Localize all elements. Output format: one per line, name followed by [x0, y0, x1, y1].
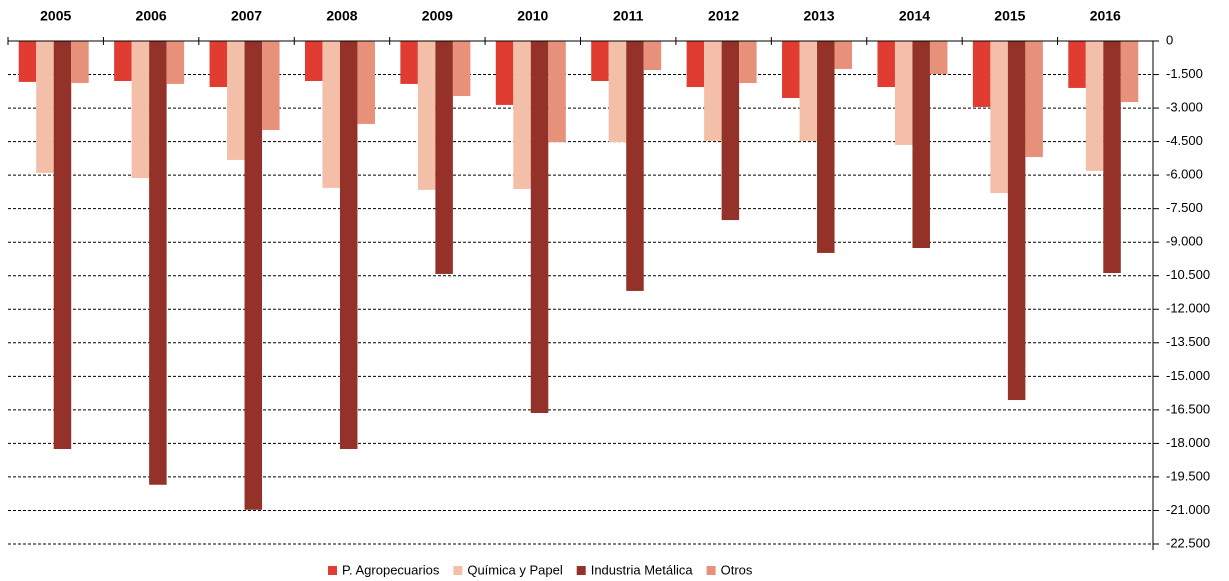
bar	[166, 41, 185, 84]
bar	[322, 41, 340, 188]
bar	[591, 41, 609, 82]
y-tick-label: -7.500	[1166, 200, 1203, 215]
legend-swatch	[706, 566, 716, 575]
bar	[227, 41, 245, 160]
bar	[495, 41, 514, 105]
bar	[149, 41, 167, 485]
bar	[244, 41, 263, 510]
legend-label: Química y Papel	[467, 562, 562, 577]
legend-swatch	[453, 566, 463, 575]
bar	[1025, 41, 1043, 158]
y-tick-label: -3.000	[1166, 100, 1203, 115]
legend-swatch	[576, 566, 586, 575]
y-tick-label: -21.000	[1166, 502, 1210, 517]
bar	[817, 41, 835, 253]
legend-swatch	[328, 566, 337, 575]
x-tick-label: 2010	[517, 8, 548, 24]
y-tick-label: -10.500	[1166, 267, 1210, 282]
bar	[417, 41, 436, 190]
x-tick-label: 2011	[613, 8, 644, 24]
bar	[53, 41, 72, 449]
x-tick-label: 2008	[326, 8, 357, 24]
bar	[114, 41, 132, 82]
bar	[626, 41, 644, 291]
bar	[608, 41, 627, 143]
x-tick-label: 2015	[994, 8, 1025, 24]
legend-label: P. Agropecuarios	[342, 562, 440, 577]
y-tick-label: 0	[1166, 32, 1173, 47]
bar	[513, 41, 531, 189]
y-tick-label: -13.500	[1166, 334, 1210, 349]
y-tick-label: -4.500	[1166, 133, 1203, 148]
x-tick-label: 2014	[899, 8, 930, 24]
bar	[782, 41, 800, 99]
bar	[530, 41, 549, 413]
y-tick-label: -6.000	[1166, 167, 1203, 182]
y-tick-label: -19.500	[1166, 468, 1210, 483]
bar	[643, 41, 662, 71]
bar	[357, 41, 375, 124]
bar	[894, 41, 913, 145]
x-tick-label: 2013	[803, 8, 834, 24]
bar	[1085, 41, 1104, 171]
bar	[877, 41, 895, 88]
bar	[36, 41, 54, 173]
bar	[739, 41, 757, 84]
y-tick-label: -18.000	[1166, 435, 1210, 450]
bar	[262, 41, 280, 130]
bar	[131, 41, 150, 179]
legend-label: Industria Metálica	[591, 562, 694, 577]
bar	[548, 41, 566, 143]
bar	[972, 41, 991, 107]
x-tick-label: 2005	[40, 8, 71, 24]
y-tick-label: -22.500	[1166, 535, 1210, 550]
y-tick-label: -15.000	[1166, 368, 1210, 383]
bar	[1007, 41, 1026, 401]
bar	[209, 41, 228, 88]
bar	[435, 41, 453, 274]
x-tick-label: 2009	[422, 8, 453, 24]
bar	[1120, 41, 1139, 103]
bar	[912, 41, 930, 249]
bar	[18, 41, 37, 82]
bar	[339, 41, 358, 449]
bar	[990, 41, 1008, 194]
bar	[1068, 41, 1086, 88]
bar	[929, 41, 948, 75]
y-tick-label: -1.500	[1166, 66, 1203, 81]
bar	[799, 41, 818, 141]
legend-label: Otros	[721, 562, 753, 577]
x-tick-label: 2016	[1090, 8, 1121, 24]
bar	[834, 41, 853, 69]
bar	[400, 41, 418, 84]
bar	[721, 41, 740, 221]
bar	[1103, 41, 1121, 274]
y-tick-label: -12.000	[1166, 301, 1210, 316]
bar	[452, 41, 471, 96]
bar	[71, 41, 89, 84]
y-tick-label: -16.500	[1166, 401, 1210, 416]
x-tick-label: 2012	[708, 8, 739, 24]
y-tick-label: -9.000	[1166, 234, 1203, 249]
bar	[304, 41, 323, 82]
bar	[686, 41, 705, 88]
bar	[704, 41, 722, 141]
x-tick-label: 2007	[231, 8, 262, 24]
x-tick-label: 2006	[136, 8, 167, 24]
